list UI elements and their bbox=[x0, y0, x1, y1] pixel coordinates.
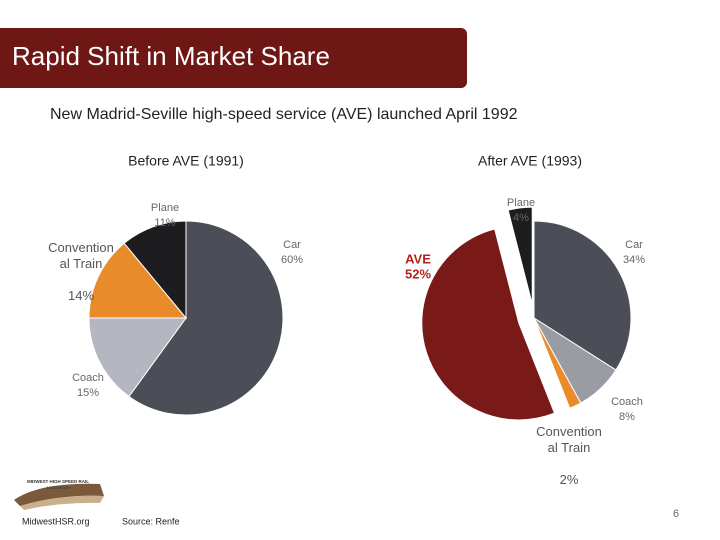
pie-slice bbox=[533, 220, 632, 371]
slice-label: Plane bbox=[151, 202, 179, 214]
logo-train bbox=[14, 483, 104, 506]
slice-value-label: 2% bbox=[559, 472, 579, 487]
slice-value-label: 60% bbox=[281, 254, 303, 266]
website: MidwestHSR.org bbox=[22, 516, 90, 526]
slice-value-label: 34% bbox=[623, 254, 645, 266]
subtitle: New Madrid-Seville high-speed service (A… bbox=[50, 106, 518, 123]
slice-label: Coach bbox=[611, 396, 643, 408]
slice-label: Conventional Train bbox=[536, 424, 602, 455]
slice-value-label: 8% bbox=[619, 411, 635, 423]
slice-label: Car bbox=[283, 239, 301, 251]
source: Source: Renfe bbox=[122, 516, 180, 526]
logo: MIDWEST HIGH SPEED RAIL ASSOCIATION bbox=[14, 479, 104, 510]
pie-slice bbox=[533, 317, 582, 409]
chart-title: After AVE (1993) bbox=[478, 153, 582, 169]
pie-slice bbox=[507, 206, 533, 305]
logo-train bbox=[20, 495, 104, 510]
pie-slice bbox=[88, 317, 187, 398]
slice-label: Plane bbox=[507, 197, 535, 209]
slide-title: Rapid Shift in Market Share bbox=[12, 41, 330, 71]
slice-label: AVE bbox=[405, 251, 431, 266]
slice-label: Car bbox=[625, 239, 643, 251]
pie-slice bbox=[88, 242, 188, 319]
slice-label: Conventional Train bbox=[48, 240, 114, 271]
slice-value-label: 52% bbox=[405, 266, 431, 281]
logo-subtext: ASSOCIATION bbox=[46, 486, 70, 490]
pie-slice bbox=[123, 220, 187, 320]
title-bar bbox=[0, 28, 467, 88]
page-number: 6 bbox=[673, 508, 679, 520]
slice-label: Coach bbox=[72, 372, 104, 384]
slice-value-label: 14% bbox=[67, 288, 95, 303]
chart-title: Before AVE (1991) bbox=[128, 153, 244, 169]
pie-slice bbox=[421, 228, 556, 421]
slice-value-label: 11% bbox=[154, 217, 175, 229]
logo-text: MIDWEST HIGH SPEED RAIL bbox=[27, 479, 89, 484]
slice-value-label: 4% bbox=[513, 212, 529, 224]
slice-value-label: 15% bbox=[77, 387, 99, 399]
pie-slice bbox=[128, 220, 284, 416]
